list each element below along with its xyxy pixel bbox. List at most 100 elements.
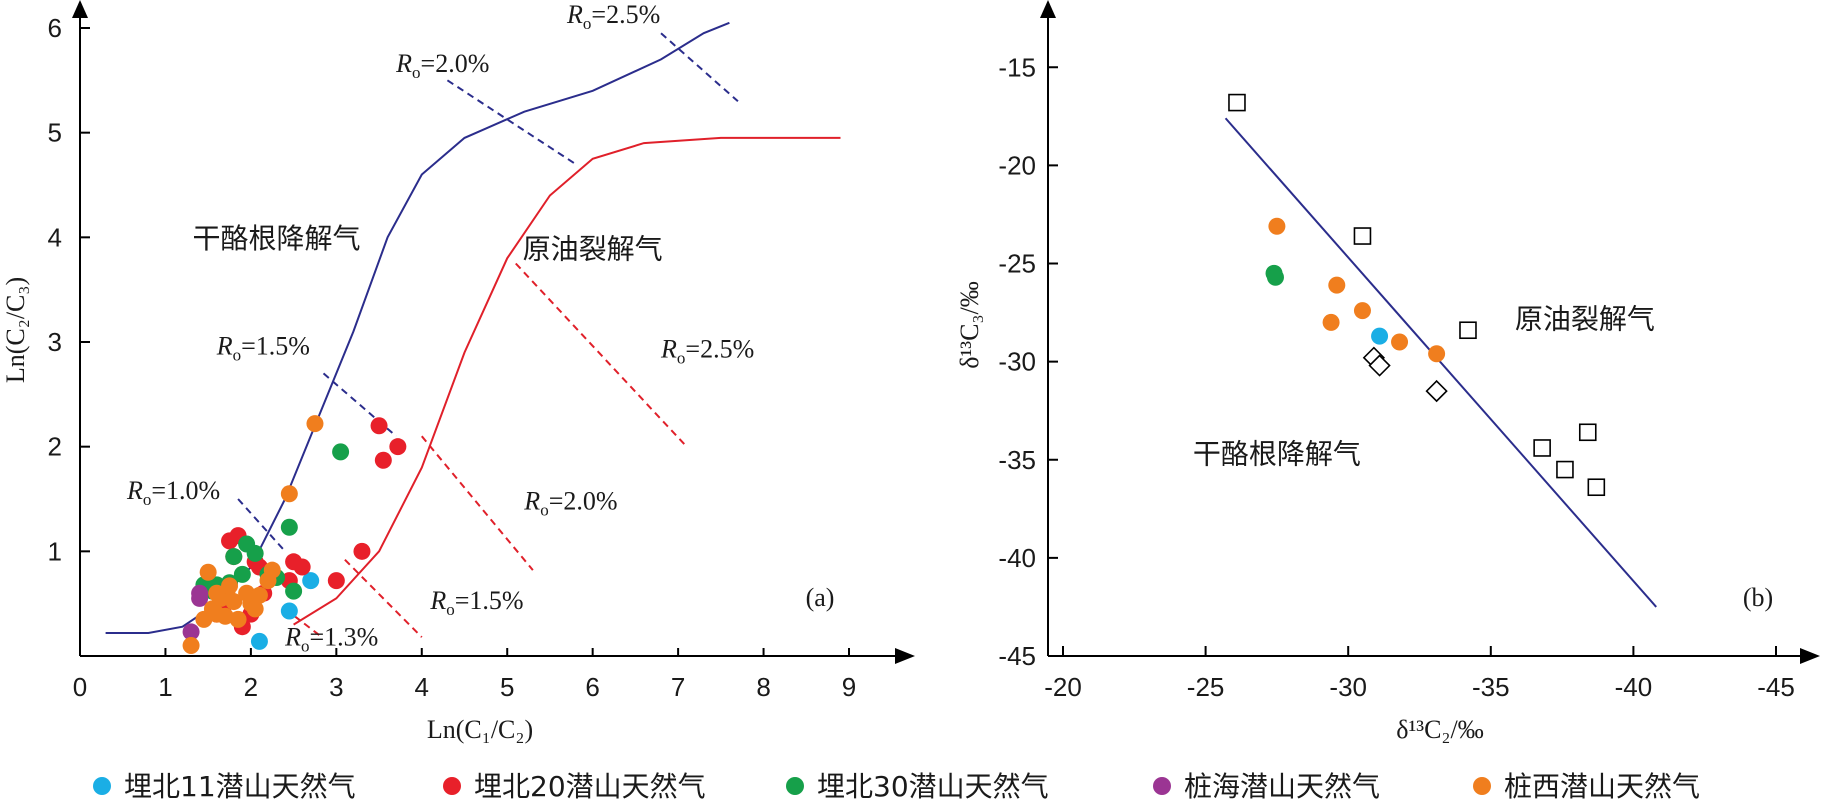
- panel-a-point: [280, 518, 298, 536]
- panel-a: Ro=1.0% Ro=1.5% Ro=2.0% Ro=2.5% Ro=1.3% Ro=1.…: [1, 0, 915, 744]
- panel-a-x-arrow: [895, 648, 915, 664]
- legend-label: 桩西潜山天然气: [1504, 770, 1700, 803]
- panel-b-x-arrow: [1800, 648, 1820, 664]
- panel-a-ro-line: [660, 32, 739, 103]
- panel-b-point: [1371, 327, 1389, 345]
- panel-a-curve-kerogen: [105, 21, 730, 634]
- panel-a-y-tick-label: 1: [48, 536, 62, 566]
- panel-a-x-tick-label: 0: [73, 672, 87, 702]
- panel-a-point: [221, 577, 239, 595]
- panel-b-y-tick-label: -35: [998, 445, 1036, 475]
- panel-a-ro-line: [344, 559, 423, 638]
- panel-a-ro-label: Ro=2.5%: [566, 0, 660, 33]
- panel-b-x-tick-label: -25: [1187, 672, 1225, 702]
- panel-a-x-label: Ln(C₁/C₂): [427, 715, 533, 744]
- panel-a-point: [182, 637, 200, 655]
- legend-marker: [1473, 777, 1491, 795]
- panel-a-point: [208, 584, 226, 602]
- panel-a-point: [199, 563, 217, 581]
- panel-b-point: [1268, 217, 1286, 235]
- panel-a-y-tick-label: 6: [48, 13, 62, 43]
- panel-b-square-point: [1533, 439, 1551, 457]
- panel-a-point: [216, 607, 234, 625]
- panel-a-point: [229, 610, 247, 628]
- panel-b-boundary-line: [1224, 117, 1657, 608]
- panel-a-point: [263, 561, 281, 579]
- panel-a-point: [306, 415, 324, 433]
- panel-a-x-tick-label: 1: [158, 672, 172, 702]
- panel-b-y-tick-label: -40: [998, 543, 1036, 573]
- panel-b-point: [1322, 313, 1340, 331]
- panel-b-point: [1328, 276, 1346, 294]
- panel-b-y-tick-label: -45: [998, 641, 1036, 671]
- panel-a-x-tick-label: 9: [842, 672, 856, 702]
- panel-a-point: [250, 632, 268, 650]
- panel-a-ro-label: Ro=2.0%: [523, 486, 617, 519]
- panel-a-x-tick-label: 7: [671, 672, 685, 702]
- panel-b-diamond-point: [1368, 354, 1391, 377]
- panel-a-ro-line: [322, 372, 397, 437]
- panel-b-label: (b): [1743, 583, 1773, 612]
- panel-a-point: [327, 572, 345, 590]
- panel-a-x-tick-label: 6: [585, 672, 599, 702]
- legend-marker: [786, 777, 804, 795]
- panel-b-square-point: [1228, 93, 1246, 112]
- panel-a-x-tick-label: 5: [500, 672, 514, 702]
- legend-label: 埋北20潜山天然气: [474, 770, 706, 803]
- panel-a-point: [302, 572, 320, 590]
- panel-a-point: [389, 438, 407, 456]
- legend-marker: [93, 777, 111, 795]
- panel-a-point: [353, 542, 371, 560]
- panel-b-point: [1391, 333, 1409, 351]
- panel-b-square-point: [1578, 423, 1597, 442]
- panel-a-ro-label: Ro=2.5%: [660, 335, 754, 368]
- panel-b-square-point: [1353, 227, 1372, 245]
- panel-a-ro-line: [421, 435, 534, 571]
- panel-a-point: [332, 443, 350, 461]
- panel-a-point: [182, 623, 200, 641]
- panel-a-point: [285, 582, 303, 600]
- panel-b-point: [1266, 268, 1284, 286]
- panel-b-x-tick-label: -45: [1757, 672, 1795, 702]
- panel-a-ro-label: Ro=1.5%: [216, 332, 310, 365]
- panel-a-y-tick-label: 4: [48, 222, 62, 252]
- legend-label: 桩海潜山天然气: [1184, 770, 1380, 803]
- panel-a-label: (a): [806, 583, 835, 612]
- panel-a-region-label: 原油裂解气: [523, 232, 663, 265]
- panel-b-x-tick-label: -35: [1472, 672, 1510, 702]
- panel-b-y-arrow: [1040, 0, 1056, 18]
- panel-b-y-tick-label: -25: [998, 249, 1036, 279]
- panel-a-ro-label: Ro=1.5%: [429, 586, 523, 619]
- panel-a-point: [246, 600, 264, 618]
- panel-a-x-tick-label: 3: [329, 672, 343, 702]
- panel-a-ticks: 0 1 2 3 4 5 6 7 8 9 1 2 3 4 5 6: [48, 13, 857, 702]
- panel-a-y-tick-label: 3: [48, 327, 62, 357]
- panel-a-point: [280, 602, 298, 620]
- legend: 埋北11潜山天然气 埋北20潜山天然气 埋北30潜山天然气 桩海潜山天然气 桩西潜山天然…: [93, 770, 1700, 803]
- legend-label: 埋北30潜山天然气: [817, 770, 1049, 803]
- panel-a-y-tick-label: 5: [48, 118, 62, 148]
- legend-marker: [1153, 777, 1171, 795]
- panel-a-point: [225, 593, 243, 611]
- panel-a-x-tick-label: 8: [756, 672, 770, 702]
- panel-b-x-label: δ¹³C₂/‰: [1396, 715, 1483, 744]
- panel-b-point: [1428, 345, 1446, 363]
- panel-b-y-tick-label: -15: [998, 52, 1036, 82]
- panel-b-square-point: [1587, 478, 1606, 497]
- panel-a-marks: Ro=1.0% Ro=1.5% Ro=2.0% Ro=2.5% Ro=1.3% Ro=1.…: [105, 0, 841, 656]
- panel-a-x-tick-label: 4: [415, 672, 429, 702]
- panel-a-point: [225, 548, 243, 566]
- panel-a-x-tick-label: 2: [244, 672, 258, 702]
- panel-b-ticks: -20 -25 -30 -35 -40 -45 -15 -20 -25 -30 -35 -40 -45: [998, 52, 1794, 702]
- panel-b-point: [1353, 302, 1371, 320]
- panel-b-region-label: 干酪根降解气: [1193, 438, 1361, 471]
- panel-a-y-tick-label: 2: [48, 432, 62, 462]
- panel-a-point: [246, 544, 264, 562]
- panel-b-diamond-point: [1425, 379, 1448, 403]
- panel-a-ro-line: [446, 79, 577, 165]
- panel-a-point: [293, 558, 311, 576]
- panel-a-ro-label: Ro=1.3%: [284, 623, 378, 656]
- panel-a-point: [250, 586, 268, 604]
